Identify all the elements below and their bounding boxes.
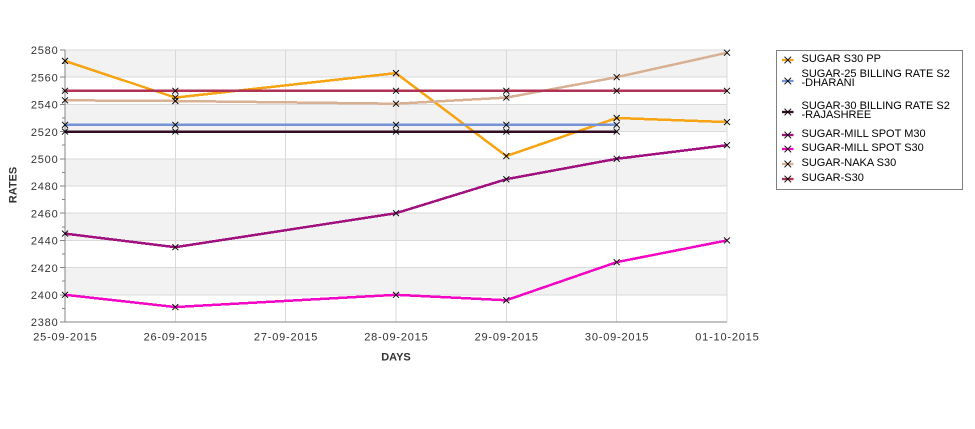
svg-text:27-09-2015: 27-09-2015 xyxy=(254,331,318,343)
svg-text:2520: 2520 xyxy=(31,127,59,139)
svg-text:26-09-2015: 26-09-2015 xyxy=(144,331,208,343)
svg-text:28-09-2015: 28-09-2015 xyxy=(364,331,428,343)
svg-text:2560: 2560 xyxy=(31,72,59,84)
svg-text:29-09-2015: 29-09-2015 xyxy=(475,331,539,343)
svg-text:DAYS: DAYS xyxy=(381,352,411,364)
svg-text:2500: 2500 xyxy=(31,154,59,166)
svg-text:2480: 2480 xyxy=(31,181,59,193)
svg-text:2540: 2540 xyxy=(31,100,59,112)
svg-text:2440: 2440 xyxy=(31,236,59,248)
svg-text:30-09-2015: 30-09-2015 xyxy=(585,331,649,343)
svg-text:01-10-2015: 01-10-2015 xyxy=(695,331,759,343)
svg-text:2580: 2580 xyxy=(31,45,59,57)
svg-text:2420: 2420 xyxy=(31,263,59,275)
svg-text:RATES: RATES xyxy=(8,167,20,203)
svg-text:2380: 2380 xyxy=(31,317,59,329)
svg-text:25-09-2015: 25-09-2015 xyxy=(33,331,97,343)
svg-text:2400: 2400 xyxy=(31,290,59,302)
svg-text:2460: 2460 xyxy=(31,208,59,220)
